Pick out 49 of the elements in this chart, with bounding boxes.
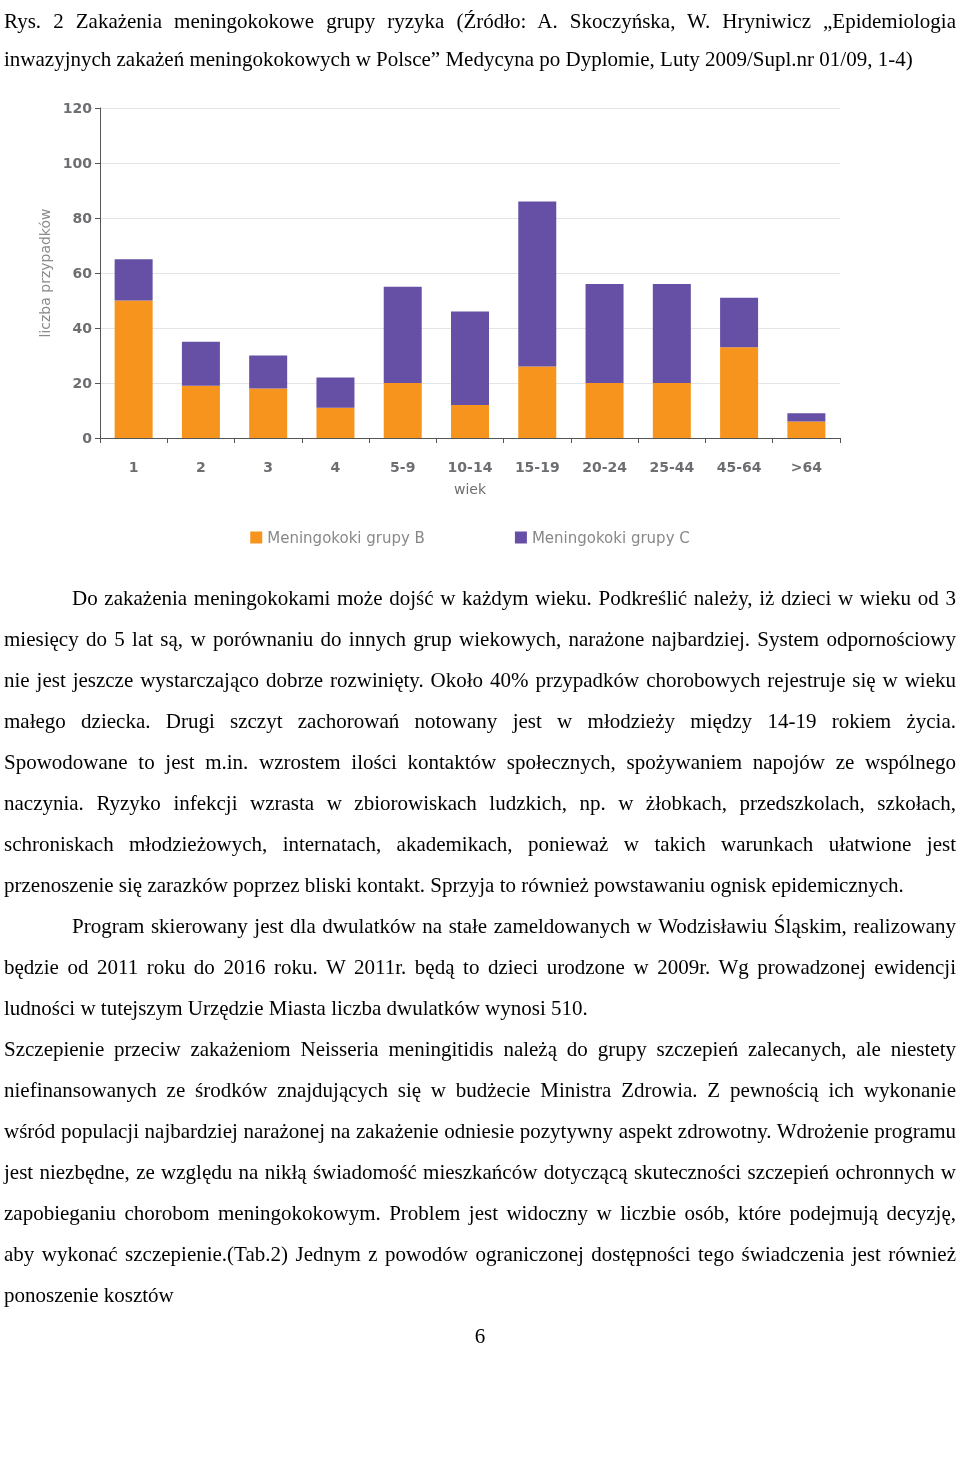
x-tick-label: 15-19 (514, 459, 560, 475)
y-tick-label: 0 (82, 430, 93, 446)
bar (181, 341, 220, 386)
y-axis-title: liczba przypadków (36, 208, 53, 338)
bar (518, 201, 557, 367)
text: Do zakażenia meningokokami może dojść w każdym wieku. Podkreślić należy, iż dzieci w wieku od 3 miesięcy do 5 lat są, w porównaniu do innych grup wiekowych, narażone najbardziej. System odpornościowy nie jest jeszcze wystarczająco dobrze rozwinięty. Około 40% przypadków chorobowych rejestruje się w wieku małego dziecka. Drugi szczyt zachorowań notowany jest w młodzieży między 14-19 rokiem życia. Spowodowane to jest m.in. wzrostem ilości kontaktów społecznych, spożywaniem napojów ze wspólnego naczynia. Ryzyko infekcji wzrasta w zbiorowiskach ludzkich, np. w żłobkach, przedszkolach, szkołach, schroniskach młodzieżowych, internatach, akademikach, ponieważ w takich warunkach ułatwione jest przenoszenie się zarazków poprzez bliski kontakt. Sprzyja to również powstawaniu ognisk epidemicznych. (4, 585, 956, 899)
bar (787, 413, 826, 422)
bar (316, 377, 355, 408)
y-tick-label: 40 (72, 320, 93, 336)
x-tick-label: 45-64 (716, 459, 762, 475)
bar (585, 284, 624, 383)
y-tick-label: 100 (62, 155, 93, 171)
x-tick-label: 20-24 (582, 459, 628, 475)
x-axis-title: wiek (453, 481, 487, 497)
bar (383, 286, 422, 383)
x-tick-label: 3 (263, 459, 274, 475)
x-tick-label: 25-44 (649, 459, 695, 475)
text: Program skierowany jest dla dwulatków na stałe zameldowanych w Wodzisławiu Śląskim, realizowany będzie od 2011 roku do 2016 roku. W 2011r. będą to dzieci urodzone w 2009r. Wg prowadzonej ewidencji ludności w tutejszym Urzędzie Miasta liczba dwulatków wynosi 510. (4, 913, 956, 1022)
x-tick-label: 2 (196, 459, 206, 475)
bar (787, 421, 826, 438)
text: Szczepienie przeciw zakażeniom Neisseria meningitidis należą do grupy szczepień zalecanych, ale niestety niefinansowanych ze środków znajdujących się w budżecie Ministra Zdrowia. Z pewnością ich wykonanie wśród populacji najbardziej narażonej na zakażenie odniesie pozytywny aspekt zdrowotny. Wdrożenie programu jest niezbędne, ze względu na nikłą świadomość mieszkańców dotyczącą skuteczności szczepień ochronnych w zapobieganiu chorobom meningokokowym. Problem jest widoczny w liczbie osób, które podejmują decyzję, aby wykonać szczepienie.(Tab.2) Jednym z powodów ograniczonej dostępności tego świadczenia jest również ponoszenie kosztów (4, 1036, 956, 1309)
bar (114, 300, 153, 438)
bar (249, 388, 288, 438)
x-tick-label: >64 (790, 459, 823, 475)
x-tick-label: 1 (128, 459, 139, 475)
x-tick-label: 10-14 (447, 459, 493, 475)
bar (451, 405, 489, 438)
bar (249, 355, 288, 389)
text: 6 (473, 1323, 487, 1350)
bar (383, 383, 422, 438)
y-tick-label: 80 (72, 210, 93, 226)
y-tick-label: 60 (72, 265, 93, 281)
bar (451, 311, 489, 405)
chart-title: Rys. 2 Zakażenia meningokokowe grupy ryzyka (Źródło: A. Skoczyńska, W. Hryniwicz „Epidemiologia inwazyjnych zakażeń meningokokowych w Polsce” Medycyna po Dyplomie, Luty 2009/Supl.nr 01/09, 1-4) (4, 8, 956, 73)
bar (652, 383, 691, 438)
bar (585, 383, 624, 438)
bar (652, 284, 691, 383)
x-tick-label: 5-9 (390, 459, 416, 475)
bar (114, 259, 153, 301)
x-tick-label: 4 (330, 459, 341, 475)
legend-label: Meningokoki grupy C (531, 528, 690, 547)
bar (316, 407, 355, 438)
bar (518, 366, 557, 438)
legend-label: Meningokoki grupy B (267, 528, 425, 547)
y-tick-label: 120 (62, 100, 93, 116)
y-tick-label: 20 (72, 375, 93, 391)
bar (181, 385, 220, 438)
bar (720, 297, 759, 348)
bar (720, 347, 759, 438)
